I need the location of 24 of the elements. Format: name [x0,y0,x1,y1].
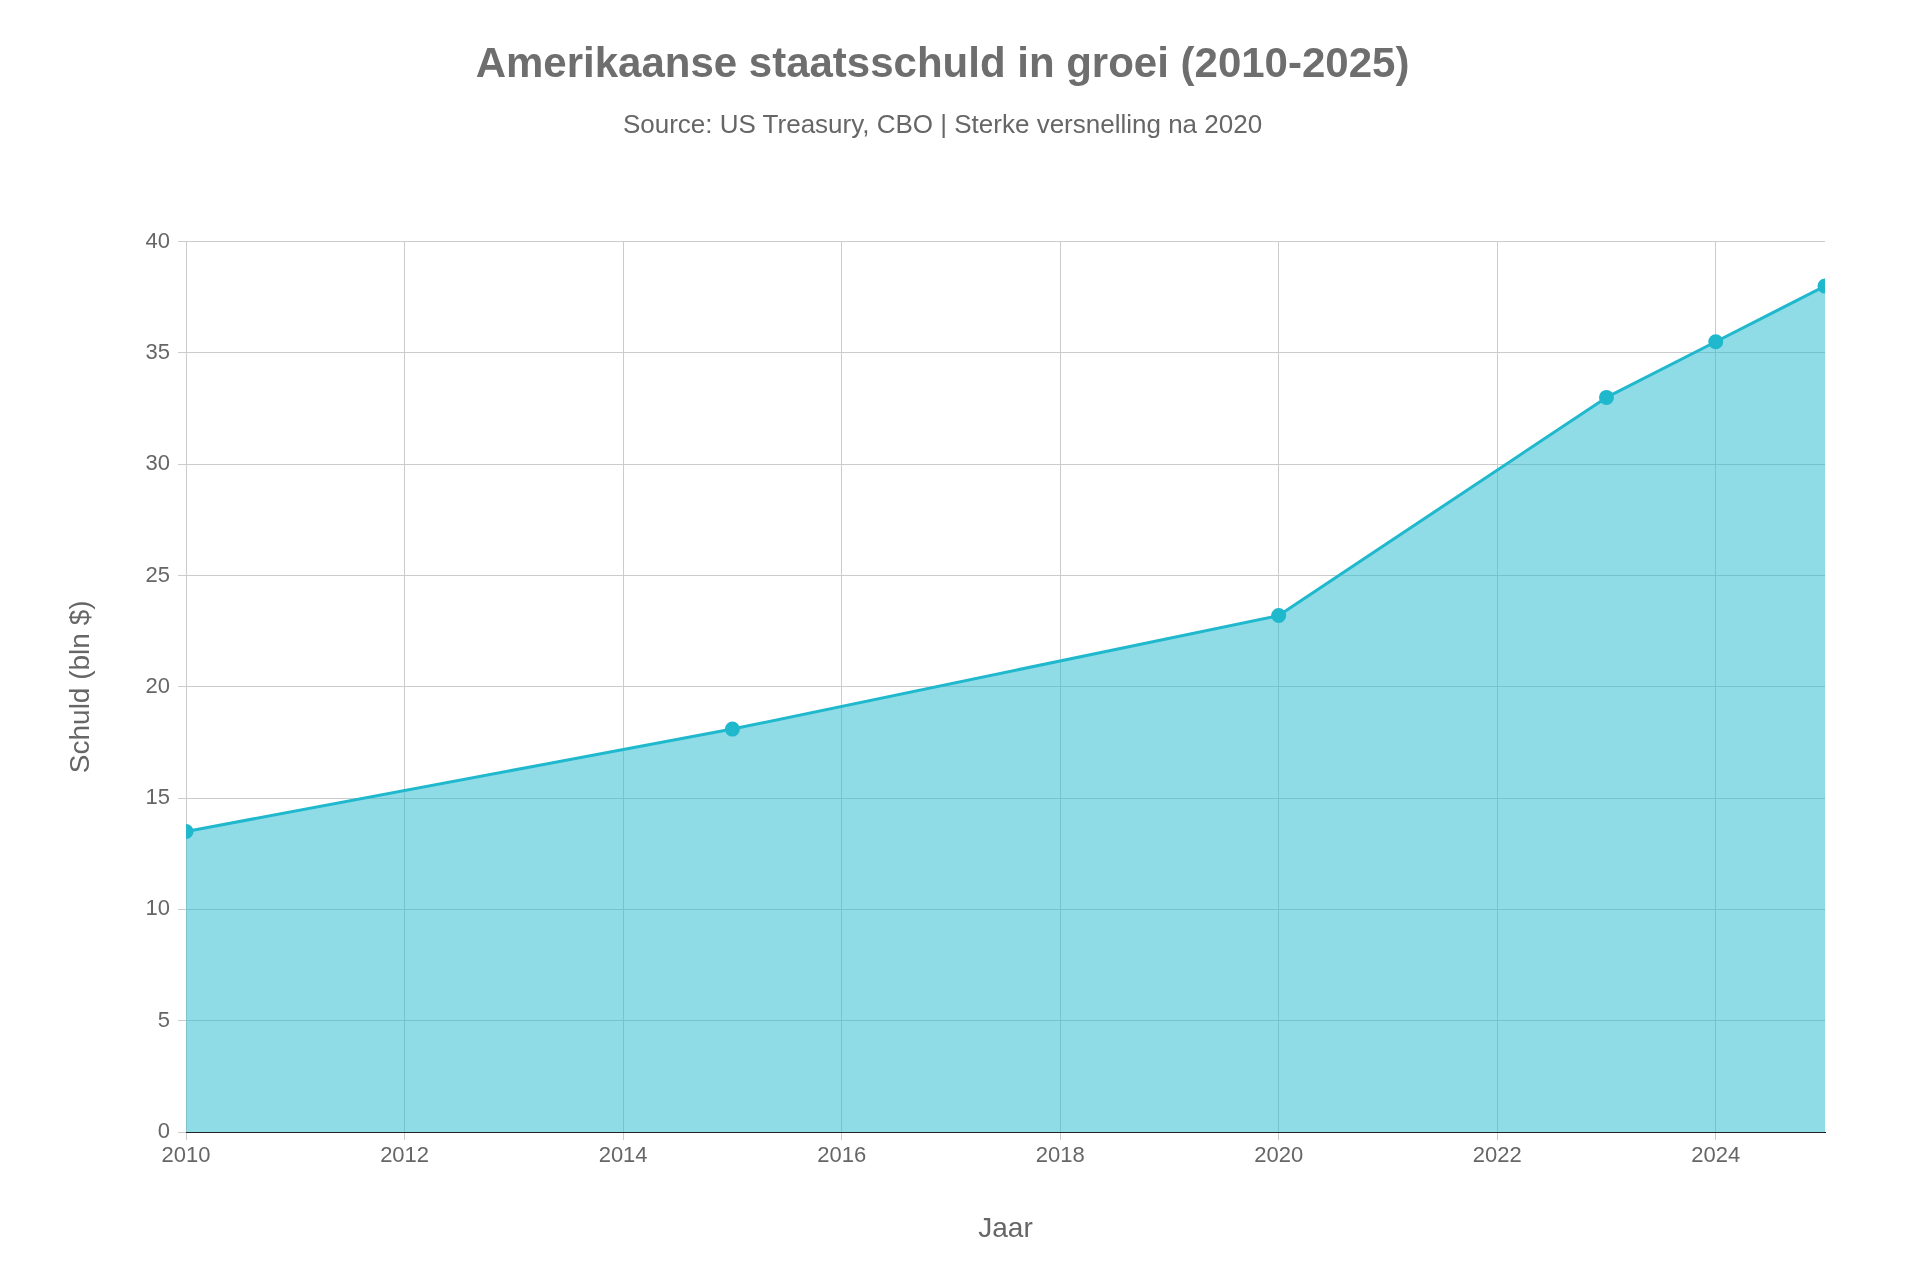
chart-subtitle: Source: US Treasury, CBO | Sterke versnelling na 2020 [622,109,1263,140]
y-tick-label: 15 [145,784,171,810]
y-tick-label: 30 [145,450,171,476]
point [1271,608,1287,624]
x-tick-label: 2020 [1254,1142,1304,1168]
y-tick-label: 35 [145,338,171,364]
x-tick-label: 2014 [598,1142,648,1168]
x-tick-label: 2016 [817,1142,867,1168]
x-tick-label: 2010 [161,1142,211,1168]
point [1598,389,1614,405]
y-tick-label: 5 [157,1006,171,1032]
y-tick-label: 10 [145,895,171,921]
x-tick-label: 2022 [1472,1142,1522,1168]
x-tick-label: 2012 [380,1142,430,1168]
y-tick-label: 0 [157,1118,171,1144]
x-tick-label: 2018 [1035,1142,1085,1168]
y-tick-label: 40 [145,227,171,253]
chart-title: Amerikaanse staatsschuld in groei (2010-2025) [475,38,1410,86]
y-tick-label: 25 [145,561,171,587]
x-axis-title: Jaar [978,1211,1033,1243]
x-tick-label: 2024 [1691,1142,1741,1168]
point [1708,334,1724,350]
y-tick-label: 20 [145,672,171,698]
y-axis-title: Schuld (bln $) [63,600,95,774]
